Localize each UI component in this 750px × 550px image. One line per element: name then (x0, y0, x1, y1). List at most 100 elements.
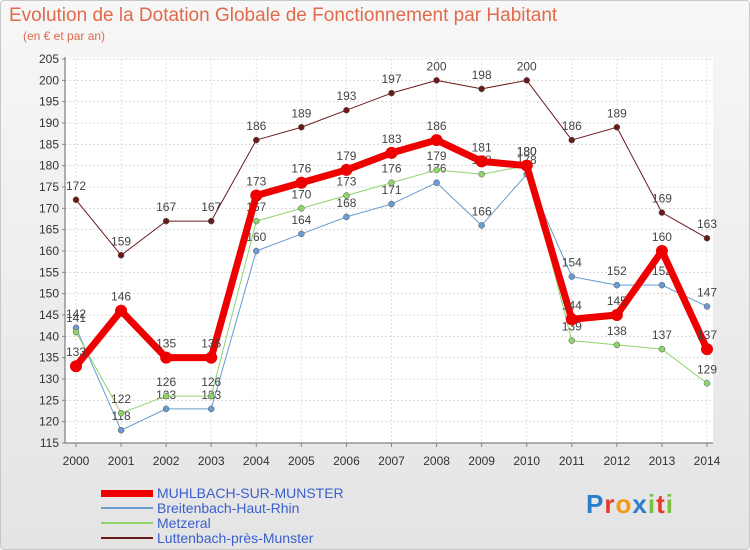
data-point-muhlbach-sur-munster (520, 159, 533, 172)
y-tick-label: 160 (39, 244, 59, 258)
data-label-muhlbach-sur-munster: 137 (697, 328, 717, 342)
y-tick-label: 175 (39, 180, 59, 194)
logo-letter: x (632, 489, 648, 519)
legend-swatch (101, 489, 153, 497)
data-label-muhlbach-sur-munster: 135 (201, 337, 221, 351)
data-point-luttenbach-pr-s-munster (343, 106, 350, 114)
data-point-muhlbach-sur-munster (475, 155, 488, 168)
data-point-metzeral (207, 392, 215, 400)
data-point-metzeral (162, 392, 170, 400)
y-tick-label: 190 (39, 116, 59, 130)
legend-swatch (101, 537, 153, 539)
data-label-luttenbach-pr-s-munster: 186 (246, 119, 266, 133)
y-tick-label: 130 (39, 372, 59, 386)
data-label-muhlbach-sur-munster: 176 (291, 162, 311, 176)
y-tick-label: 140 (39, 329, 59, 343)
y-tick-label: 185 (39, 137, 59, 151)
data-label-luttenbach-pr-s-munster: 159 (111, 234, 131, 248)
data-point-luttenbach-pr-s-munster (613, 124, 621, 131)
data-point-metzeral (253, 217, 260, 225)
data-point-luttenbach-pr-s-munster (117, 252, 125, 259)
y-tick-label: 165 (39, 223, 59, 237)
x-tick-label: 2005 (288, 454, 315, 468)
data-label-muhlbach-sur-munster: 186 (427, 119, 447, 133)
data-label-metzeral: 180 (517, 145, 537, 159)
data-point-muhlbach-sur-munster (340, 163, 353, 176)
data-point-breitenbach-haut-rhin (433, 179, 440, 186)
data-point-breitenbach-haut-rhin (613, 281, 621, 289)
data-label-metzeral: 139 (562, 320, 582, 334)
data-point-breitenbach-haut-rhin (568, 273, 576, 280)
data-label-metzeral: 170 (291, 187, 311, 201)
y-tick-label: 155 (39, 265, 59, 279)
data-point-metzeral (298, 205, 305, 212)
data-label-breitenbach-haut-rhin: 152 (607, 264, 627, 278)
data-point-muhlbach-sur-munster (205, 351, 218, 364)
data-label-metzeral: 126 (201, 375, 221, 389)
x-tick-label: 2011 (559, 454, 585, 468)
data-point-luttenbach-pr-s-munster (253, 136, 260, 144)
data-label-luttenbach-pr-s-munster: 200 (427, 59, 447, 73)
data-point-muhlbach-sur-munster (295, 176, 308, 189)
chart-subtitle: (en € et par an) (23, 29, 106, 43)
data-point-metzeral (72, 328, 80, 336)
data-point-metzeral (613, 341, 621, 349)
y-tick-label: 145 (39, 308, 59, 322)
y-tick-label: 135 (39, 351, 59, 365)
data-label-metzeral: 122 (111, 392, 131, 406)
data-point-muhlbach-sur-munster (565, 313, 578, 326)
chart-title: Evolution de la Dotation Globale de Fonc… (9, 5, 558, 26)
data-point-breitenbach-haut-rhin (388, 200, 395, 208)
data-point-luttenbach-pr-s-munster (72, 196, 80, 204)
x-tick-label: 2008 (423, 454, 450, 468)
data-point-muhlbach-sur-munster (385, 146, 398, 159)
data-label-muhlbach-sur-munster: 173 (246, 175, 266, 189)
data-point-metzeral (703, 380, 711, 387)
data-point-metzeral (568, 337, 576, 344)
data-point-metzeral (478, 170, 485, 178)
data-label-luttenbach-pr-s-munster: 167 (156, 200, 176, 214)
data-label-metzeral: 141 (66, 311, 86, 325)
data-point-breitenbach-haut-rhin (343, 213, 350, 221)
data-label-muhlbach-sur-munster: 181 (472, 140, 492, 154)
data-point-breitenbach-haut-rhin (658, 281, 666, 289)
logo-letter: t (656, 489, 666, 519)
data-point-luttenbach-pr-s-munster (298, 124, 305, 131)
data-point-luttenbach-pr-s-munster (433, 77, 440, 84)
data-point-breitenbach-haut-rhin (478, 222, 485, 229)
data-label-metzeral: 126 (156, 375, 176, 389)
data-label-metzeral: 173 (336, 175, 356, 189)
data-point-metzeral (388, 179, 395, 186)
data-point-muhlbach-sur-munster (610, 309, 623, 321)
x-tick-label: 2014 (694, 454, 721, 468)
data-point-luttenbach-pr-s-munster (658, 209, 666, 216)
y-tick-label: 120 (39, 415, 59, 429)
data-label-muhlbach-sur-munster: 183 (381, 132, 401, 146)
data-label-luttenbach-pr-s-munster: 193 (336, 89, 356, 103)
data-label-muhlbach-sur-munster: 145 (607, 294, 627, 308)
y-tick-label: 205 (39, 52, 59, 66)
data-point-breitenbach-haut-rhin (703, 303, 711, 310)
legend-label: MUHLBACH-SUR-MUNSTER (157, 485, 344, 501)
data-label-metzeral: 129 (697, 362, 717, 376)
data-label-breitenbach-haut-rhin: 142 (66, 307, 86, 321)
data-point-luttenbach-pr-s-munster (568, 136, 576, 144)
data-point-muhlbach-sur-munster (115, 304, 128, 317)
data-point-luttenbach-pr-s-munster (478, 85, 485, 93)
data-label-luttenbach-pr-s-munster: 167 (201, 200, 221, 214)
y-tick-label: 125 (39, 393, 59, 407)
legend-swatch (101, 507, 153, 509)
logo-letter: r (604, 489, 616, 519)
legend-label: Breitenbach-Haut-Rhin (157, 500, 300, 516)
data-point-muhlbach-sur-munster (70, 360, 82, 373)
data-label-luttenbach-pr-s-munster: 169 (652, 192, 672, 206)
data-label-muhlbach-sur-munster: 146 (111, 290, 131, 304)
data-label-luttenbach-pr-s-munster: 189 (607, 106, 627, 120)
data-point-breitenbach-haut-rhin (298, 230, 305, 238)
x-tick-label: 2003 (198, 454, 225, 468)
data-label-luttenbach-pr-s-munster: 189 (291, 106, 311, 120)
data-point-breitenbach-haut-rhin (253, 247, 260, 255)
data-label-muhlbach-sur-munster: 135 (156, 337, 176, 351)
x-tick-label: 2001 (108, 454, 135, 468)
data-label-luttenbach-pr-s-munster: 198 (472, 68, 492, 82)
